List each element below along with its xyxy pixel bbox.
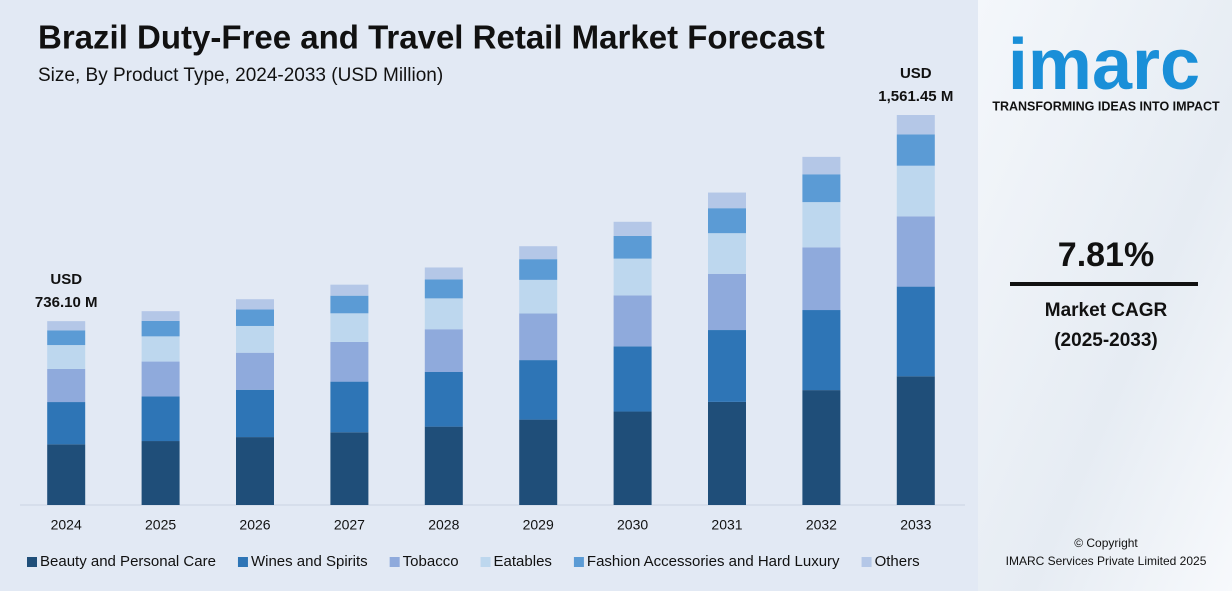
bar-segment <box>424 329 463 373</box>
bar-segment <box>802 156 841 175</box>
logo: imarc <box>1008 25 1200 105</box>
legend-label: Tobacco <box>403 553 459 570</box>
bar-segment <box>330 341 369 382</box>
bar-segment <box>613 258 652 296</box>
bar-segment <box>613 295 652 347</box>
bar-segment <box>424 372 463 427</box>
legend-swatch <box>27 557 37 567</box>
legend-swatch <box>480 557 491 567</box>
cagr-label: Market CAGR <box>1045 300 1168 321</box>
bar-segment <box>330 295 369 314</box>
x-tick-label: 2028 <box>428 517 459 533</box>
bar-segment <box>47 345 86 369</box>
tagline: TRANSFORMING IDEAS INTO IMPACT <box>992 99 1220 113</box>
bar-segment <box>330 432 369 505</box>
bar-segment <box>236 325 274 353</box>
bar-segment <box>47 444 86 505</box>
chart-subtitle: Size, By Product Type, 2024-2033 (USD Mi… <box>38 65 443 86</box>
bar-segment <box>896 115 935 135</box>
x-tick-label: 2024 <box>51 517 82 533</box>
total-label: USD <box>900 65 932 82</box>
copyright: © Copyright <box>1074 536 1138 550</box>
bar-segment <box>141 361 180 397</box>
total-label: 736.10 M <box>35 294 98 311</box>
total-label: 1,561.45 M <box>878 88 953 105</box>
bar-segment <box>47 402 86 445</box>
bar-segment <box>708 401 746 505</box>
legend-label: Others <box>875 553 920 570</box>
x-tick-label: 2030 <box>617 517 648 533</box>
bar-segment <box>47 321 86 331</box>
bar-segment <box>896 134 935 166</box>
bar-segment <box>141 336 180 362</box>
x-tick-label: 2031 <box>711 517 742 533</box>
bar-segment <box>708 192 746 209</box>
bar-segment <box>424 267 463 280</box>
bar-segment <box>896 216 935 287</box>
x-tick-label: 2025 <box>145 517 176 533</box>
bar-segment <box>424 426 463 505</box>
legend-swatch <box>237 557 248 567</box>
bar-segment <box>802 310 841 391</box>
bar-segment <box>141 441 180 505</box>
bar-segment <box>896 376 935 505</box>
bar-segment <box>236 299 274 310</box>
bar-segment <box>519 259 558 280</box>
x-tick-label: 2029 <box>523 517 554 533</box>
copyright: IMARC Services Private Limited 2025 <box>1006 554 1207 568</box>
bar-segment <box>613 411 652 505</box>
cagr-value: 7.81% <box>1058 236 1154 274</box>
x-tick-label: 2032 <box>806 517 837 533</box>
legend-swatch <box>573 557 584 567</box>
legend-label: Fashion Accessories and Hard Luxury <box>587 553 840 570</box>
bar-segment <box>47 330 86 346</box>
bar-segment <box>424 279 463 299</box>
x-tick-label: 2033 <box>900 517 931 533</box>
bar-segment <box>519 313 558 361</box>
legend-label: Beauty and Personal Care <box>40 553 216 570</box>
bar-segment <box>708 330 746 402</box>
bar-segment <box>802 174 841 203</box>
bar-segment <box>613 221 652 236</box>
bar-segment <box>236 309 274 326</box>
bar-segment <box>424 298 463 330</box>
bar-segment <box>802 202 841 248</box>
bar-segment <box>802 247 841 311</box>
bar-segment <box>708 208 746 234</box>
bar-segment <box>896 286 935 377</box>
bar-segment <box>519 419 558 505</box>
bar-segment <box>708 233 746 274</box>
bar-segment <box>330 313 369 342</box>
chart-title: Brazil Duty-Free and Travel Retail Marke… <box>38 19 825 56</box>
bar-segment <box>519 279 558 314</box>
bar-segment <box>236 389 274 438</box>
x-tick-label: 2026 <box>239 517 270 533</box>
cagr-period: (2025-2033) <box>1054 330 1158 351</box>
legend-label: Eatables <box>494 553 552 570</box>
bar-segment <box>519 246 558 260</box>
legend-swatch <box>861 557 872 567</box>
bar-segment <box>896 165 935 217</box>
bar-segment <box>613 235 652 259</box>
bar-segment <box>47 368 86 403</box>
bar-segment <box>141 320 180 337</box>
bar-segment <box>236 352 274 390</box>
bar-segment <box>613 346 652 412</box>
bar-segment <box>141 311 180 321</box>
bar-segment <box>802 390 841 505</box>
legend-swatch <box>389 557 400 567</box>
bar-segment <box>330 284 369 296</box>
bar-segment <box>236 437 274 505</box>
x-tick-label: 2027 <box>334 517 365 533</box>
bar-segment <box>519 360 558 420</box>
total-label: USD <box>50 271 82 288</box>
bar-segment <box>330 381 369 433</box>
bar-segment <box>141 396 180 442</box>
legend-label: Wines and Spirits <box>251 553 368 570</box>
bar-segment <box>708 273 746 331</box>
side-panel <box>978 0 1232 591</box>
